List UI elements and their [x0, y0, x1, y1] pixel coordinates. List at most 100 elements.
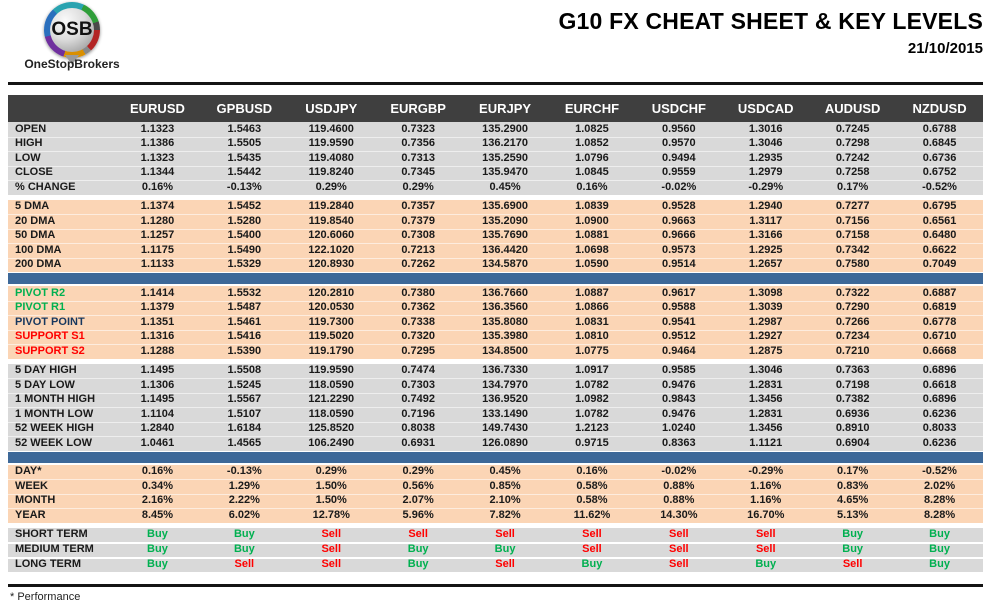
- value-cell: 135.2590: [482, 151, 528, 164]
- osb-logo-icon: OSB: [44, 2, 100, 58]
- value-cell: 0.8363: [662, 436, 696, 449]
- value-cell: 0.7196: [401, 407, 435, 420]
- value-cell: 0.45%: [489, 465, 521, 478]
- row-label: MEDIUM TERM: [15, 543, 94, 556]
- value-cell: 1.0845: [575, 166, 609, 179]
- value-cell: 0.9541: [662, 315, 696, 328]
- value-cell: 119.2840: [308, 200, 354, 213]
- value-cell: -0.02%: [661, 465, 697, 478]
- value-cell: 0.16%: [141, 180, 174, 193]
- signal-cell: Sell: [755, 543, 776, 556]
- value-cell: 106.2490: [308, 436, 355, 449]
- table-row: 52 WEEK LOW 1.0461 1.4565 106.2490 0.6931 126…: [8, 436, 983, 451]
- section-signals: SHORT TERM Buy Buy Sell Sell Sell Sell Sell Sell…: [8, 527, 983, 572]
- signal-cell: Buy: [494, 543, 516, 556]
- signal-cell: Buy: [147, 528, 168, 541]
- logo: OSB OneStopBrokers: [12, 2, 132, 71]
- column-header-eurusd: EURUSD: [129, 101, 185, 116]
- signal-cell: Buy: [407, 557, 429, 570]
- value-cell: 1.5490: [227, 243, 262, 256]
- value-cell: 1.5442: [227, 166, 262, 179]
- value-cell: 0.16%: [141, 465, 174, 478]
- value-cell: 119.1790: [308, 344, 354, 357]
- table-row: 52 WEEK HIGH 1.2840 1.6184 125.8520 0.8038 14…: [8, 422, 983, 437]
- value-cell: 1.3456: [748, 393, 783, 406]
- value-cell: 1.5280: [227, 214, 262, 227]
- value-cell: 1.0810: [575, 330, 609, 343]
- value-cell: 1.1175: [140, 243, 174, 256]
- signal-cell: Sell: [582, 543, 602, 556]
- value-cell: 0.7298: [835, 137, 870, 150]
- value-cell: 1.0839: [575, 200, 609, 213]
- value-cell: 1.6184: [227, 422, 262, 435]
- table-row: 5 DMA 1.1374 1.5452 119.2840 0.7357 135.6900 1…: [8, 200, 983, 215]
- value-cell: 0.7474: [401, 364, 435, 377]
- value-cell: 0.9476: [662, 407, 696, 420]
- title-block: G10 FX CHEAT SHEET & KEY LEVELS 21/10/20…: [558, 8, 983, 57]
- column-header-gpbusd: GPBUSD: [216, 101, 273, 116]
- value-cell: 0.6622: [922, 243, 957, 256]
- value-cell: 1.0900: [575, 214, 609, 227]
- section-ranges: 5 DAY HIGH 1.1495 1.5508 119.9590 0.7474 136.…: [8, 363, 983, 451]
- value-cell: 0.6819: [922, 301, 957, 314]
- value-cell: 1.0461: [140, 436, 175, 449]
- value-cell: 0.29%: [315, 180, 347, 193]
- value-cell: 0.8910: [835, 422, 870, 435]
- value-cell: 0.6618: [922, 378, 957, 391]
- table-row: PIVOT R1 1.1379 1.5487 120.0530 0.7362 136.35…: [8, 301, 983, 316]
- value-cell: 0.9588: [662, 301, 696, 314]
- value-cell: 1.3016: [748, 122, 783, 135]
- column-header-usdjpy: USDJPY: [305, 101, 358, 116]
- value-cell: 0.56%: [402, 479, 434, 492]
- value-cell: 0.6236: [922, 436, 957, 449]
- value-cell: 1.1414: [140, 286, 175, 299]
- value-cell: 136.2170: [482, 137, 528, 150]
- value-cell: 0.7322: [835, 286, 870, 299]
- value-cell: 1.3046: [748, 364, 783, 377]
- value-cell: 1.1495: [140, 393, 175, 406]
- value-cell: 1.1495: [140, 364, 175, 377]
- signal-cell: Sell: [669, 528, 689, 541]
- value-cell: 0.6904: [835, 436, 870, 449]
- signal-cell: Sell: [669, 557, 689, 570]
- value-cell: -0.02%: [661, 180, 697, 193]
- value-cell: 120.8930: [308, 258, 355, 271]
- logo-brand-name: OneStopBrokers: [24, 57, 120, 71]
- value-cell: 0.7320: [401, 330, 435, 343]
- value-cell: 1.1344: [140, 166, 175, 179]
- value-cell: 1.1374: [140, 200, 175, 213]
- value-cell: 0.88%: [663, 479, 695, 492]
- value-cell: 0.7258: [835, 166, 870, 179]
- value-cell: 133.1490: [482, 407, 528, 420]
- signal-cell: Buy: [233, 543, 255, 556]
- value-cell: 1.2940: [748, 200, 783, 213]
- value-cell: 121.2290: [308, 393, 355, 406]
- page-title: G10 FX CHEAT SHEET & KEY LEVELS: [558, 8, 983, 34]
- value-cell: 1.5463: [227, 122, 262, 135]
- value-cell: 1.3166: [748, 229, 783, 242]
- value-cell: 0.6561: [922, 214, 957, 227]
- value-cell: 136.7330: [482, 364, 528, 377]
- value-cell: 134.7970: [482, 378, 528, 391]
- value-cell: 119.4600: [308, 122, 354, 135]
- value-cell: 0.6896: [922, 393, 957, 406]
- value-cell: 0.7245: [835, 122, 870, 135]
- value-cell: 1.16%: [750, 479, 782, 492]
- value-cell: 0.7313: [401, 151, 435, 164]
- value-cell: -0.29%: [748, 465, 784, 478]
- column-header-eurchf: EURCHF: [564, 101, 620, 116]
- value-cell: 0.58%: [576, 494, 608, 507]
- value-cell: 0.7363: [835, 364, 870, 377]
- table-row: % CHANGE 0.16% -0.13% 0.29% 0.29% 0.45% 0.16% -…: [8, 180, 983, 195]
- value-cell: 0.7156: [835, 214, 870, 227]
- value-cell: 119.8540: [308, 214, 354, 227]
- table-row: 1 MONTH HIGH 1.1495 1.5567 121.2290 0.7492 13…: [8, 393, 983, 408]
- value-cell: 0.34%: [141, 479, 174, 492]
- value-cell: 1.0887: [575, 286, 609, 299]
- signal-cell: Sell: [582, 528, 602, 541]
- value-cell: 120.2810: [308, 286, 355, 299]
- value-cell: 8.45%: [141, 508, 174, 521]
- value-cell: -0.52%: [922, 465, 957, 478]
- value-cell: 0.7242: [835, 151, 870, 164]
